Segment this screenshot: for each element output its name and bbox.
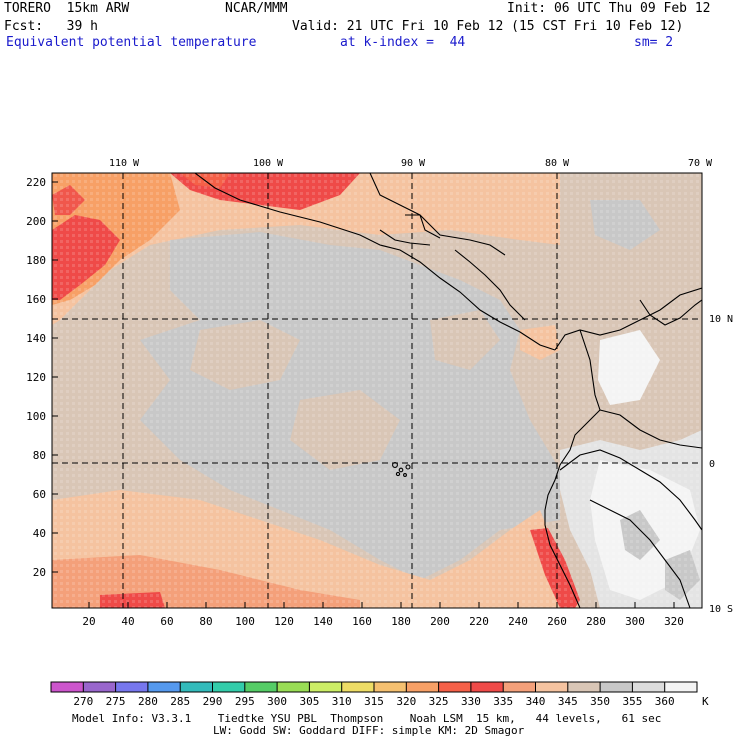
y-tick-label: 100	[26, 410, 46, 423]
init-time: Init: 06 UTC Thu 09 Feb 12	[507, 1, 711, 16]
colorbar-label: 325	[429, 695, 449, 708]
colorbar-swatch	[664, 682, 697, 692]
colorbar-label: 350	[590, 695, 610, 708]
colorbar-label: 300	[267, 695, 287, 708]
x-tick-label: 300	[625, 615, 645, 628]
smoothing-label: sm= 2	[634, 35, 674, 50]
colorbar-swatch	[374, 682, 407, 692]
x-tick-label: 140	[313, 615, 333, 628]
y-tick-label: 220	[26, 176, 46, 189]
lat-label-0: 0	[709, 459, 715, 470]
physics-info-line: LW: Godd SW: Goddard DIFF: simple KM: 2D…	[213, 724, 525, 737]
colorbar	[50, 681, 698, 693]
x-tick-label: 60	[160, 615, 173, 628]
colorbar-swatch	[503, 682, 536, 692]
lon-label-110w: 110 W	[109, 158, 140, 169]
y-tick-label: 120	[26, 371, 46, 384]
y-ticks	[52, 181, 58, 573]
model-title: TORERO 15km ARW	[4, 1, 130, 16]
colorbar-swatch	[115, 682, 148, 692]
colorbar-label: 285	[170, 695, 190, 708]
y-tick-label: 140	[26, 332, 46, 345]
lon-label-90w: 90 W	[401, 158, 426, 169]
x-tick-label: 160	[352, 615, 372, 628]
lat-lon-grid	[52, 173, 702, 608]
y-tick-label: 60	[33, 488, 46, 501]
colorbar-label: 295	[235, 695, 255, 708]
colorbar-labels: 270 275 280 285 290 295 300 305 310 315 320 325 330 3…	[73, 695, 674, 708]
colorbar-label: 275	[106, 695, 126, 708]
equivalent-potential-temperature-field	[52, 173, 702, 608]
coastlines	[194, 173, 702, 608]
x-ticks	[88, 602, 675, 608]
colorbar-label: 320	[396, 695, 416, 708]
latitude-labels: 10 N 0 10 S	[709, 314, 733, 615]
colorbar-swatch	[277, 682, 310, 692]
y-tick-labels: 220 200 180 160 140 120 100 80 60 40 20	[26, 176, 46, 579]
colorbar-swatch	[470, 682, 504, 692]
lat-label-10s: 10 S	[709, 604, 733, 615]
colorbar-label: 310	[332, 695, 352, 708]
model-info-line: Model Info: V3.3.1 Tiedtke YSU PBL Thomp…	[72, 712, 662, 725]
y-tick-label: 200	[26, 215, 46, 228]
colorbar-label: 345	[558, 695, 578, 708]
x-tick-label: 100	[235, 615, 255, 628]
y-tick-label: 40	[33, 527, 46, 540]
x-tick-label: 120	[274, 615, 294, 628]
level-label: at k-index = 44	[340, 35, 466, 50]
field-name: Equivalent potential temperature	[6, 35, 257, 50]
colorbar-label: 340	[526, 695, 546, 708]
colorbar-swatch	[83, 682, 116, 692]
lon-label-80w: 80 W	[545, 158, 570, 169]
colorbar-swatch	[51, 682, 84, 692]
y-tick-label: 20	[33, 566, 46, 579]
map-frame	[51, 172, 703, 609]
colorbar-swatch	[632, 682, 665, 692]
x-tick-label: 260	[547, 615, 567, 628]
lat-label-10n: 10 N	[709, 314, 733, 325]
colorbar-label: 360	[655, 695, 675, 708]
x-tick-label: 80	[199, 615, 212, 628]
x-tick-label: 20	[82, 615, 95, 628]
colorbar-label: 280	[138, 695, 158, 708]
colorbar-label: 315	[364, 695, 384, 708]
colorbar-label: 270	[73, 695, 93, 708]
colorbar-swatch	[244, 682, 278, 692]
x-tick-label: 280	[586, 615, 606, 628]
x-tick-label: 180	[391, 615, 411, 628]
colorbar-label: 290	[203, 695, 223, 708]
x-tick-label: 240	[508, 615, 528, 628]
y-tick-label: 160	[26, 293, 46, 306]
valid-time: Valid: 21 UTC Fri 10 Feb 12 (15 CST Fri …	[292, 19, 684, 34]
colorbar-label: 335	[493, 695, 513, 708]
colorbar-swatch	[147, 682, 181, 692]
y-tick-label: 80	[33, 449, 46, 462]
x-tick-label: 40	[121, 615, 134, 628]
x-tick-label: 320	[664, 615, 684, 628]
lon-label-70w: 70 W	[688, 158, 713, 169]
longitude-labels: 110 W 100 W 90 W 80 W 70 W	[109, 158, 713, 169]
colorbar-swatch	[567, 682, 601, 692]
colorbar-label: 330	[461, 695, 481, 708]
forecast-hour: Fcst: 39 h	[4, 19, 98, 34]
colorbar-label: 355	[622, 695, 642, 708]
colorbar-swatch	[600, 682, 633, 692]
organization-label: NCAR/MMM	[225, 1, 288, 16]
y-tick-label: 180	[26, 254, 46, 267]
colorbar-unit: K	[702, 695, 709, 708]
colorbar-label: 305	[299, 695, 319, 708]
colorbar-swatch	[180, 682, 213, 692]
colorbar-swatch	[341, 682, 374, 692]
x-tick-label: 220	[469, 615, 489, 628]
x-tick-labels: 20 40 60 80 100 120 140 160 180 200 220 240 260 280 30…	[82, 615, 684, 628]
lon-label-100w: 100 W	[253, 158, 284, 169]
colorbar-swatch	[309, 682, 342, 692]
colorbar-swatch	[406, 682, 439, 692]
colorbar-swatch	[535, 682, 568, 692]
x-tick-label: 200	[430, 615, 450, 628]
colorbar-swatch	[212, 682, 245, 692]
colorbar-swatch	[438, 682, 471, 692]
